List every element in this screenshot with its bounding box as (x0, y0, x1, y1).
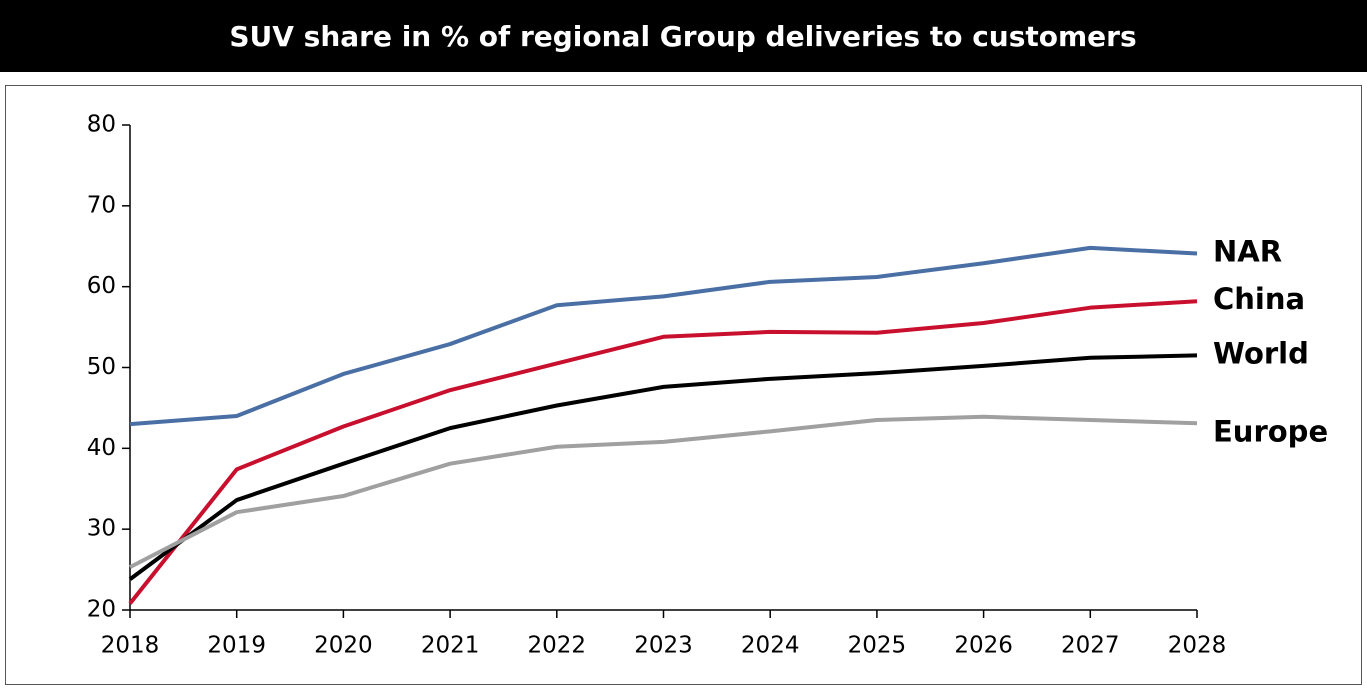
series-label: NAR (1213, 235, 1282, 269)
series-label: Europe (1213, 414, 1328, 448)
y-tick-label: 70 (87, 192, 116, 218)
x-tick-label: 2022 (528, 633, 587, 659)
chart-title: SUV share in % of regional Group deliver… (229, 20, 1136, 53)
y-tick-label: 50 (87, 354, 116, 380)
y-tick-label: 30 (87, 516, 116, 542)
series-label: China (1213, 282, 1305, 316)
series-line (129, 414, 1198, 569)
x-tick-label: 2028 (1168, 633, 1227, 659)
y-tick-label: 80 (87, 112, 116, 138)
y-tick-label: 20 (87, 597, 116, 623)
series-line (129, 245, 1198, 427)
x-tick-label: 2026 (954, 633, 1013, 659)
x-tick-label: 2019 (207, 633, 266, 659)
x-tick-label: 2023 (634, 633, 693, 659)
series-line (128, 353, 1198, 581)
y-tick-label: 40 (87, 435, 116, 461)
y-tick-label: 60 (87, 273, 116, 299)
series-label: World (1213, 336, 1309, 370)
x-tick-label: 2018 (101, 633, 160, 659)
chart-frame (5, 85, 1362, 685)
x-tick-label: 2024 (741, 633, 800, 659)
title-bar (0, 0, 1367, 72)
x-tick-label: 2025 (848, 633, 907, 659)
x-tick-label: 2020 (314, 633, 373, 659)
series-line (128, 299, 1198, 605)
x-tick-label: 2027 (1061, 633, 1120, 659)
x-tick-label: 2021 (421, 633, 480, 659)
